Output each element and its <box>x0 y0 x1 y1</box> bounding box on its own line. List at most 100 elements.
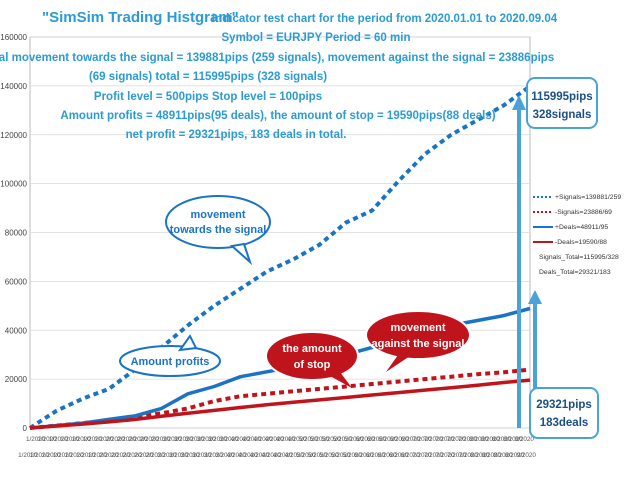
y-tick-label: 60000 <box>5 277 28 286</box>
callout-bottom-deals: 183deals <box>540 417 589 429</box>
y-tick-label: 0 <box>23 424 28 433</box>
x-tick-label-top: 5/2020 <box>322 436 342 443</box>
x-tick-label-top: 7/2020 <box>412 436 432 443</box>
x-tick-label-bottom: 7/2020 <box>424 452 444 459</box>
bubble-towards-line2: towards the signal <box>170 224 267 236</box>
x-tick-label-bottom: 6/2020 <box>366 452 386 459</box>
bubble-profits-tail <box>177 334 198 352</box>
x-tick-label-top: 1/2020 <box>60 436 80 443</box>
x-tick-label-top: 8/2020 <box>492 436 512 443</box>
y-tick-label: 100000 <box>0 180 27 189</box>
bubble-against: movement against the signal <box>365 310 471 372</box>
info-line-6: net profit = 29321pips, 183 deals in tot… <box>126 129 347 141</box>
x-tick-label-top: 4/2020 <box>231 436 251 443</box>
bubble-towards-shape <box>165 195 271 249</box>
legend-deals-total: Deals_Total=29321/183 <box>539 269 611 276</box>
x-tick-label-bottom: 3/2020 <box>215 452 235 459</box>
bubble-profits-shape <box>119 345 221 377</box>
x-tick-label-bottom: 7/2020 <box>412 452 432 459</box>
x-tick-label-bottom: 8/2020 <box>505 452 525 459</box>
x-tick-label-bottom: 5/2020 <box>308 452 328 459</box>
x-tick-label-top: 4/2020 <box>265 436 285 443</box>
arrow-shaft <box>517 108 521 428</box>
x-tick-label-top: 4/2020 <box>253 436 273 443</box>
x-tick-label-top: 5/2020 <box>333 436 353 443</box>
x-tick-label-top: 6/2020 <box>367 436 387 443</box>
info-line-4: Profit level = 500pips Stop level = 100p… <box>94 91 322 103</box>
x-tick-label-bottom: 2/2020 <box>111 452 131 459</box>
callout-top: 115995pips 328signals <box>526 77 598 129</box>
x-tick-label-bottom: 2/2020 <box>99 452 119 459</box>
bubble-against-shape <box>365 310 471 360</box>
x-tick-label-top: 4/2020 <box>287 436 307 443</box>
x-tick-label-top: 3/2020 <box>162 436 182 443</box>
x-tick-label-bottom: 2/2020 <box>122 452 142 459</box>
x-tick-label-bottom: 1/2020 <box>76 452 96 459</box>
x-tick-label-bottom: 7/2020 <box>459 452 479 459</box>
x-tick-label-top: 1/2020 <box>83 436 103 443</box>
x-tick-label-bottom: 5/2020 <box>320 452 340 459</box>
x-tick-label-top: 2/2020 <box>128 436 148 443</box>
callout-bottom: 29321pips 183deals <box>529 387 599 439</box>
x-tick-label-top: 5/2020 <box>310 436 330 443</box>
x-tick-label-top: 3/2020 <box>185 436 205 443</box>
x-tick-label-top: 5/2020 <box>299 436 319 443</box>
x-tick-label-top: 6/2020 <box>378 436 398 443</box>
legend-plus-deals: +Deals=48911/95 <box>555 224 608 231</box>
x-tick-label-bottom: 1/2020 <box>53 452 73 459</box>
x-tick-label-bottom: 3/2020 <box>157 452 177 459</box>
x-tick-label-top: 6/2020 <box>401 436 421 443</box>
info-line-1: Symbol = EURJPY Period = 60 min <box>222 32 411 44</box>
x-tick-label-top: 5/2020 <box>344 436 364 443</box>
x-tick-label-bottom: 4/2020 <box>285 452 305 459</box>
info-line-3: (69 signals) total = 115995pips (328 sig… <box>89 71 327 83</box>
x-tick-label-bottom: 8/2020 <box>470 452 490 459</box>
y-tick-label: 160000 <box>0 33 27 42</box>
chart-subtitle: Indicator test chart for the period from… <box>212 13 558 25</box>
x-tick-label-bottom: 8/2020 <box>493 452 513 459</box>
x-tick-label-bottom: 4/2020 <box>262 452 282 459</box>
bubble-profits: Amount profits <box>119 334 221 377</box>
x-tick-label-bottom: 4/2020 <box>238 452 258 459</box>
x-tick-label-bottom: 1/2020 <box>88 452 108 459</box>
info-line-2: Total movement towards the signal = 1398… <box>0 52 554 64</box>
x-tick-label-bottom: 5/2020 <box>331 452 351 459</box>
total-arrow <box>512 95 542 428</box>
x-tick-label-top: 3/2020 <box>174 436 194 443</box>
x-tick-label-top: 7/2020 <box>447 436 467 443</box>
x-tick-label-top: 6/2020 <box>390 436 410 443</box>
legend-signals-total: Signals_Total=115995/328 <box>539 254 619 261</box>
x-tick-label-bottom: 4/2020 <box>227 452 247 459</box>
bubble-against-line1: movement <box>390 322 445 334</box>
bubble-against-line2: against the signal <box>372 338 465 350</box>
callout-top-pips: 115995pips <box>531 91 592 103</box>
x-tick-label-top: 4/2020 <box>276 436 296 443</box>
x-tick-label-top: 1/2020 <box>49 436 69 443</box>
x-tick-label-bottom: 7/2020 <box>447 452 467 459</box>
x-tick-label-bottom: 2/2020 <box>134 452 154 459</box>
callout-top-box <box>526 77 598 129</box>
x-tick-label-bottom: 6/2020 <box>389 452 409 459</box>
x-tick-label-top: 2/2020 <box>117 436 137 443</box>
x-tick-label-bottom: 1/2020 <box>30 452 50 459</box>
x-tick-label-bottom: 6/2020 <box>354 452 374 459</box>
x-tick-label-top: 8/2020 <box>503 436 523 443</box>
y-tick-label: 40000 <box>5 326 28 335</box>
arrow-head-small <box>528 290 542 304</box>
x-tick-label-top: 8/2020 <box>469 436 489 443</box>
bubble-profits-label: Amount profits <box>131 356 210 368</box>
x-tick-label-top: 6/2020 <box>356 436 376 443</box>
legend-minus-signals: -Signals=23886/69 <box>555 209 612 216</box>
x-tick-label-bottom: 7/2020 <box>435 452 455 459</box>
x-tick-label-top: 3/2020 <box>197 436 217 443</box>
bubble-stop-tail <box>330 372 352 388</box>
legend-plus-signals: +Signals=139881/259 <box>555 194 621 201</box>
x-axis-ticks: 1/20201/20201/20201/20201/20201/20201/20… <box>18 436 536 459</box>
x-tick-label-top: 1/2020 <box>26 436 46 443</box>
y-gridlines <box>30 36 530 429</box>
arrow-shaft-small <box>533 300 537 418</box>
info-line-5: Amount profits = 48911pips(95 deals), th… <box>60 110 495 122</box>
x-tick-label-bottom: 5/2020 <box>343 452 363 459</box>
bubble-stop: the amount of stop <box>265 331 359 388</box>
x-tick-label-bottom: 1/2020 <box>65 452 85 459</box>
